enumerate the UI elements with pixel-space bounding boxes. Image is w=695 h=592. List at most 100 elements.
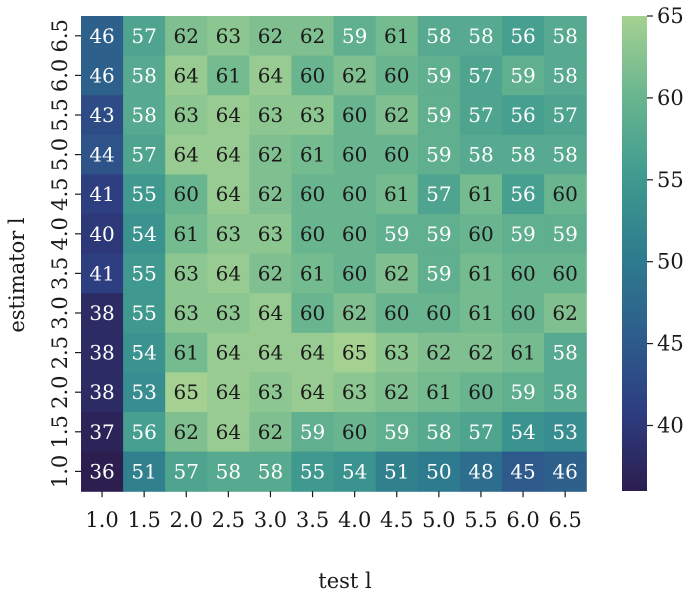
heatmap-cell xyxy=(459,332,503,373)
heatmap-cell xyxy=(544,95,587,136)
y-axis-title: estimator l xyxy=(5,217,29,333)
cell-value-label: 60 xyxy=(510,261,535,285)
cell-value-label: 62 xyxy=(258,261,283,285)
cell-value-label: 62 xyxy=(258,420,283,444)
cell-value-label: 63 xyxy=(342,380,367,404)
heatmap-cell xyxy=(333,95,377,136)
cell-value-label: 60 xyxy=(342,222,367,246)
cell-value-label: 41 xyxy=(89,261,114,285)
cell-value-label: 57 xyxy=(131,143,156,167)
heatmap-cell xyxy=(165,372,208,413)
heatmap-cell xyxy=(291,451,335,492)
cell-value-label: 44 xyxy=(89,143,114,167)
heatmap-cell xyxy=(459,451,503,492)
cell-value-label: 64 xyxy=(216,261,241,285)
heatmap-cell xyxy=(502,134,545,175)
cell-value-label: 61 xyxy=(468,182,493,206)
cell-value-label: 55 xyxy=(131,182,156,206)
x-tick-label: 5.0 xyxy=(422,508,455,532)
cell-value-label: 48 xyxy=(468,459,493,483)
cell-value-label: 61 xyxy=(384,182,409,206)
cell-value-label: 60 xyxy=(426,301,451,325)
heatmap-cell xyxy=(165,134,208,175)
cell-value-label: 64 xyxy=(300,380,325,404)
cell-value-label: 58 xyxy=(426,24,451,48)
cell-value-label: 63 xyxy=(174,301,199,325)
cell-value-label: 58 xyxy=(552,341,577,365)
cell-value-label: 61 xyxy=(468,301,493,325)
heatmap-cell xyxy=(249,55,293,96)
heatmap-cell xyxy=(502,55,545,96)
cell-value-label: 60 xyxy=(300,301,325,325)
cell-value-label: 59 xyxy=(384,222,409,246)
y-tick-label: 1.0 xyxy=(48,455,72,488)
cell-value-label: 63 xyxy=(216,222,241,246)
cell-value-label: 59 xyxy=(342,24,367,48)
cell-value-label: 57 xyxy=(174,459,199,483)
heatmap-cell xyxy=(165,253,208,294)
x-tick-label: 6.5 xyxy=(548,508,581,532)
heatmap-cell xyxy=(333,214,377,255)
heatmap-cell xyxy=(207,214,250,255)
heatmap-cell xyxy=(459,214,503,255)
cell-value-label: 60 xyxy=(552,182,577,206)
heatmap-cell xyxy=(81,95,124,136)
cell-value-label: 60 xyxy=(510,301,535,325)
cell-value-label: 56 xyxy=(131,420,156,444)
cell-value-label: 65 xyxy=(342,341,367,365)
heatmap-cell xyxy=(544,16,587,57)
y-tick-label: 5.5 xyxy=(48,98,72,131)
x-tick-label: 6.0 xyxy=(506,508,539,532)
cell-value-label: 46 xyxy=(89,24,114,48)
cell-value-label: 61 xyxy=(174,341,199,365)
heatmap-cell xyxy=(123,95,166,136)
cell-value-label: 64 xyxy=(216,380,241,404)
heatmap-cell xyxy=(333,412,377,453)
heatmap-cell xyxy=(165,293,208,334)
x-tick-label: 2.5 xyxy=(212,508,245,532)
cell-value-label: 54 xyxy=(342,459,367,483)
heatmap-cell xyxy=(81,372,124,413)
cell-value-label: 60 xyxy=(174,182,199,206)
cell-value-label: 64 xyxy=(216,182,241,206)
cell-value-label: 60 xyxy=(552,261,577,285)
heatmap-cell xyxy=(459,134,503,175)
heatmap-cell xyxy=(544,293,587,334)
heatmap-cell xyxy=(459,293,503,334)
heatmap-cell xyxy=(502,293,545,334)
heatmap-cell xyxy=(417,293,461,334)
cell-value-label: 46 xyxy=(89,63,114,87)
cell-value-label: 61 xyxy=(300,261,325,285)
heatmap-cell xyxy=(459,95,503,136)
y-tick-label: 2.0 xyxy=(48,375,72,408)
heatmap-cell xyxy=(291,372,335,413)
y-tick-label: 3.0 xyxy=(48,296,72,329)
colorbar-tick-label: 65 xyxy=(657,4,684,28)
y-tick-label: 4.0 xyxy=(48,217,72,250)
heatmap-cell xyxy=(81,16,124,57)
heatmap-cells: 46 57 62 63 62 62 59 61 58 58 56 58 46 58 64 61 64 60 62 60… xyxy=(81,16,587,492)
heatmap-cell xyxy=(417,174,461,215)
cell-value-label: 55 xyxy=(131,261,156,285)
heatmap-cell xyxy=(375,372,419,413)
heatmap-cell xyxy=(249,372,293,413)
cell-value-label: 60 xyxy=(384,301,409,325)
heatmap-cell xyxy=(207,174,250,215)
heatmap-cell xyxy=(249,214,293,255)
heatmap-cell xyxy=(165,174,208,215)
cell-value-label: 64 xyxy=(216,420,241,444)
cell-value-label: 58 xyxy=(552,143,577,167)
cell-value-label: 59 xyxy=(300,420,325,444)
cell-value-label: 53 xyxy=(552,420,577,444)
heatmap-cell xyxy=(375,55,419,96)
cell-value-label: 59 xyxy=(426,63,451,87)
cell-value-label: 59 xyxy=(426,103,451,127)
cell-value-label: 46 xyxy=(552,459,577,483)
heatmap-cell xyxy=(375,451,419,492)
cell-value-label: 59 xyxy=(510,63,535,87)
heatmap-cell xyxy=(123,451,166,492)
heatmap-cell xyxy=(123,174,166,215)
x-tick-label: 4.5 xyxy=(380,508,413,532)
cell-value-label: 61 xyxy=(174,222,199,246)
heatmap-cell xyxy=(249,293,293,334)
